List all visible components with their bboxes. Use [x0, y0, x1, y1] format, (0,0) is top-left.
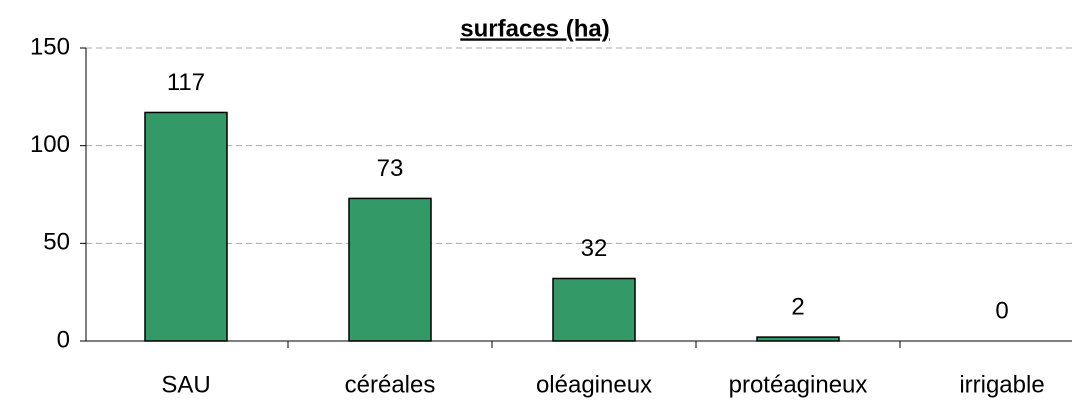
- y-tick-label: 50: [43, 229, 70, 256]
- x-tick-label: oléagineux: [536, 371, 652, 398]
- y-tick-label: 150: [30, 33, 70, 60]
- value-label: 73: [377, 155, 404, 182]
- value-label: 0: [995, 297, 1008, 324]
- bar: [756, 336, 840, 342]
- bar: [348, 197, 432, 342]
- x-tick-label: SAU: [161, 371, 210, 398]
- x-tick-label: irrigable: [959, 371, 1044, 398]
- bar: [552, 277, 636, 342]
- value-label: 32: [581, 235, 608, 262]
- y-tick-label: 100: [30, 131, 70, 158]
- y-tick-label: 0: [57, 326, 70, 353]
- bar: [144, 111, 228, 342]
- value-label: 117: [167, 69, 205, 96]
- value-label: 2: [791, 293, 804, 320]
- x-tick-label: protéagineux: [729, 371, 868, 398]
- chart-title: surfaces (ha): [460, 15, 609, 42]
- x-tick-label: céréales: [345, 371, 436, 398]
